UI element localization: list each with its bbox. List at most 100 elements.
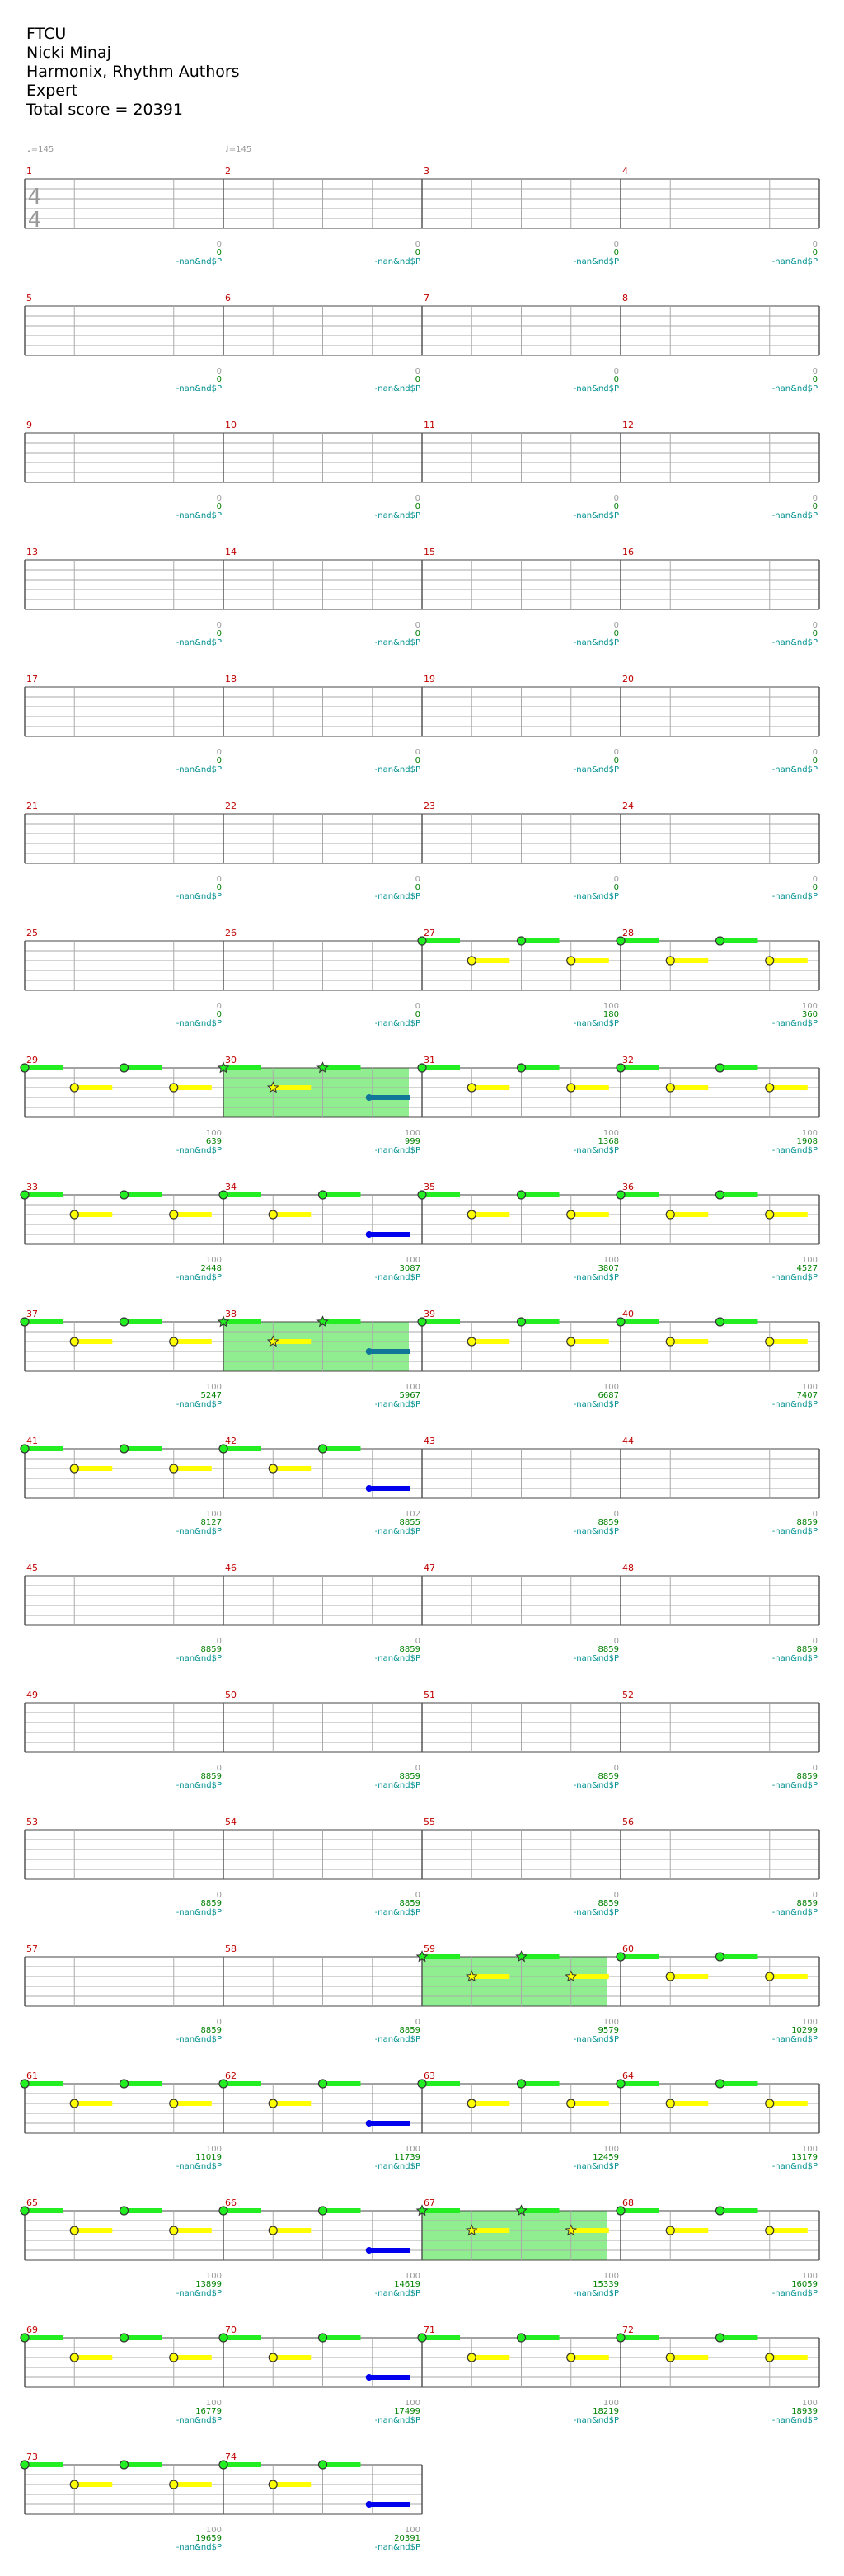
note-circle-icon [516,936,527,946]
sustain-bar [621,938,659,943]
note-circle-icon [169,2353,179,2362]
measure-subtext: -nan&nd$P [772,1146,818,1155]
measure-subtext: -nan&nd$P [375,257,420,266]
measure-number: 38 [225,1309,237,1319]
measure-score: 0 [217,375,222,384]
note-circle-icon [616,1952,626,1962]
note-circle-icon [119,1063,129,1073]
measure-number: 37 [26,1309,38,1319]
sustain-bar [521,1954,560,1959]
measure-subtext: -nan&nd$P [574,892,619,901]
measure-number: 19 [424,674,435,684]
measure-percent: 100 [802,1129,818,1138]
note-circle-icon [20,1444,30,1454]
star-note-icon [316,1315,329,1328]
overdrive-phrase [422,2211,607,2260]
measure-subtext: -nan&nd$P [574,1654,619,1663]
note-circle-icon [765,1210,775,1220]
sustain-bar [422,2081,460,2086]
measure-percent: 0 [217,621,222,630]
measure-subtext: -nan&nd$P [375,1146,420,1155]
measure-score: 8859 [201,2026,222,2035]
measure-score: 8859 [797,1645,818,1654]
note-circle-icon [268,2480,278,2489]
note-circle-icon [69,2099,79,2108]
measure-number: 69 [26,2325,38,2335]
measure-subtext: -nan&nd$P [574,1781,619,1790]
measure-percent: 0 [217,1891,222,1900]
note-circle-icon [467,2353,476,2362]
measure-score: 15339 [593,2280,619,2289]
measure-percent: 0 [614,494,619,503]
sustain-bar [670,2355,709,2360]
measure-number: 29 [26,1055,38,1065]
sustain-bar [471,2355,510,2360]
measure-subtext: -nan&nd$P [176,2543,222,2552]
sustain-bar [670,1974,709,1979]
note-circle-icon [69,2226,79,2235]
note-circle-icon [715,1317,725,1327]
measure-percent: 0 [813,875,818,884]
measure-number: 50 [225,1690,237,1700]
measure-percent: 0 [217,240,222,249]
sustain-bar [570,1212,609,1217]
measure-percent: 0 [813,1637,818,1646]
staff-row [20,2204,820,2261]
measure-subtext: -nan&nd$P [772,2162,818,2171]
sustain-bar [223,2335,261,2340]
measure-number: 23 [424,801,435,811]
measure-percent: 0 [813,494,818,503]
note-circle-icon [516,1063,527,1073]
measure-score: 1368 [598,1137,619,1146]
note-circle-icon [417,936,427,946]
sustain-bar [720,1954,758,1959]
note-circle-icon [516,2079,527,2089]
measure-percent: 0 [813,1764,818,1773]
note-circle-icon [616,2079,626,2089]
note-circle-icon [765,2226,775,2235]
measure-score: 9579 [598,2026,619,2035]
note-circle-icon [616,1317,626,1327]
measure-subtext: -nan&nd$P [574,257,619,266]
sustain-bar [720,938,758,943]
staff-row [24,686,820,737]
measure-percent: 100 [206,2145,222,2154]
note-circle-icon [20,1317,30,1327]
measure-subtext: -nan&nd$P [574,1527,619,1536]
note-circle-icon [317,2206,328,2216]
sustain-bar [720,2081,758,2086]
staff-row [24,1950,820,2007]
sustain-bar [422,2208,460,2213]
measure-number: 28 [622,928,634,938]
sustain-bar [621,2335,659,2340]
note-circle-icon [765,2353,775,2362]
sustain-bar [74,2355,113,2360]
note-circle-icon [20,1063,30,1073]
sustain-bar [769,1212,808,1217]
sustain-bar [273,2101,312,2106]
measure-score: 0 [217,248,222,257]
difficulty-label: Expert [26,82,78,100]
measure-number: 57 [26,1944,38,1954]
measure-percent: 0 [614,1891,619,1900]
measure-subtext: -nan&nd$P [176,2162,222,2171]
note-circle-icon [169,1083,179,1093]
measure-number: 59 [424,1944,435,1954]
measure-percent: 0 [813,621,818,630]
measure-score: 8859 [400,1645,420,1654]
note-circle-icon [268,2226,278,2235]
measure-subtext: -nan&nd$P [375,1273,420,1282]
sustain-bar [769,1085,808,1090]
measure-subtext: -nan&nd$P [772,2289,818,2298]
measure-subtext: -nan&nd$P [772,765,818,774]
note-circle-icon [365,1485,373,1492]
measure-number: 48 [622,1563,634,1573]
measure-percent: 100 [405,2399,420,2408]
note-circle-icon [566,1083,576,1093]
measure-subtext: -nan&nd$P [574,2416,619,2425]
charter-credit: Harmonix, Rhythm Authors [26,63,240,81]
star-note-icon [266,1081,279,1093]
measure-percent: 0 [217,2018,222,2027]
measure-score: 8855 [400,1518,420,1527]
sustain-bar [422,1192,460,1197]
